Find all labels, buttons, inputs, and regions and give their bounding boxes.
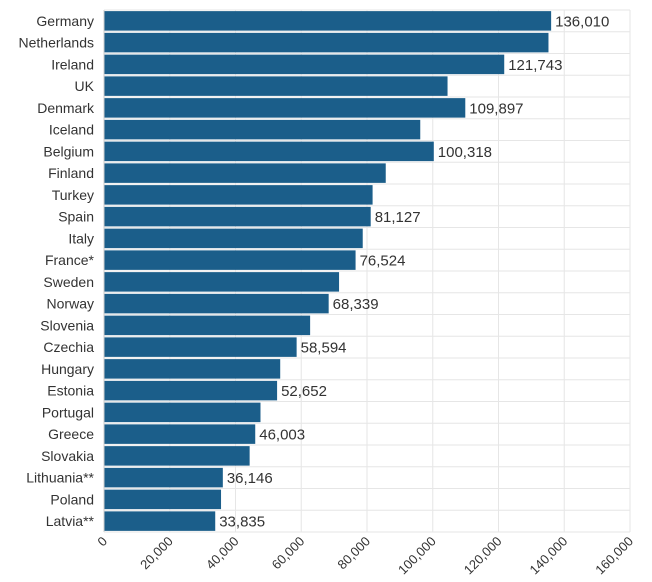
bar[interactable]: [104, 119, 421, 140]
bar[interactable]: [104, 272, 340, 292]
x-tick-label: 120,000: [461, 534, 505, 578]
data-label: 81,127: [375, 209, 421, 226]
x-axis-tick-labels: 0 20,000 40,000 60,000 80,000 100,000 120,000 1…: [94, 534, 636, 578]
data-labels: 136,010 121,743 109,897 100,318 81,127 76,524…: [219, 13, 609, 530]
category-label: Hungary: [41, 361, 94, 377]
category-label: France*: [45, 252, 95, 268]
bar[interactable]: [104, 76, 448, 96]
data-label: 46,003: [259, 427, 305, 444]
gridlines: [104, 9, 631, 533]
bar[interactable]: [104, 315, 311, 336]
bar[interactable]: [104, 163, 386, 183]
category-label: Denmark: [37, 100, 95, 116]
category-label: Slovenia: [40, 317, 94, 333]
x-tick-label: 20,000: [137, 534, 176, 573]
category-label: Ireland: [51, 56, 94, 72]
bar[interactable]: [104, 250, 356, 270]
data-label: 121,743: [508, 57, 562, 74]
x-tick-label: 80,000: [334, 534, 373, 573]
category-label: Latvia**: [46, 513, 95, 529]
x-tick-label: 60,000: [269, 534, 308, 573]
data-label: 76,524: [360, 253, 406, 270]
data-label: 100,318: [438, 144, 492, 161]
bar[interactable]: [104, 446, 250, 466]
x-tick-label: 0: [94, 534, 110, 550]
category-label: Belgium: [43, 143, 94, 159]
x-tick-label: 100,000: [395, 534, 439, 578]
category-label: Sweden: [43, 274, 94, 290]
bar[interactable]: [104, 467, 223, 488]
data-label: 109,897: [469, 100, 523, 117]
data-label: 58,594: [301, 340, 347, 357]
x-tick-label: 40,000: [203, 534, 242, 573]
category-label: Czechia: [43, 339, 94, 355]
bar[interactable]: [104, 54, 505, 75]
category-labels: Germany Netherlands Ireland UK Denmark Icelan…: [19, 13, 95, 529]
data-label: 68,339: [333, 296, 379, 313]
bar[interactable]: [104, 11, 552, 31]
x-tick-label: 140,000: [527, 534, 571, 578]
data-label: 136,010: [555, 13, 609, 30]
bar[interactable]: [104, 185, 373, 205]
category-label: Turkey: [52, 187, 94, 203]
bar[interactable]: [104, 293, 329, 314]
category-label: Portugal: [42, 404, 94, 420]
category-label: UK: [75, 78, 95, 94]
bar[interactable]: [104, 402, 261, 423]
bar[interactable]: [104, 141, 434, 162]
category-label: Germany: [36, 13, 94, 29]
x-tick-label: 160,000: [592, 534, 636, 578]
bar[interactable]: [104, 32, 549, 53]
data-label: 33,835: [219, 514, 265, 531]
category-label: Italy: [68, 230, 94, 246]
bar[interactable]: [104, 489, 222, 510]
category-label: Norway: [47, 296, 94, 312]
bar[interactable]: [104, 98, 466, 118]
bar[interactable]: [104, 337, 297, 357]
category-label: Greece: [48, 426, 94, 442]
bar[interactable]: [104, 511, 216, 531]
bar[interactable]: [104, 424, 256, 444]
data-label: 52,652: [281, 383, 327, 400]
category-label: Lithuania**: [26, 470, 94, 486]
category-label: Spain: [58, 209, 94, 225]
category-label: Slovakia: [41, 448, 94, 464]
category-label: Estonia: [47, 383, 94, 399]
bar[interactable]: [104, 380, 278, 401]
category-label: Finland: [48, 165, 94, 181]
bars: [104, 11, 552, 531]
category-label: Netherlands: [19, 35, 95, 51]
bar[interactable]: [104, 206, 371, 227]
bar[interactable]: [104, 228, 363, 249]
data-label: 36,146: [227, 470, 273, 487]
bar[interactable]: [104, 359, 281, 379]
category-label: Poland: [50, 491, 94, 507]
category-label: Iceland: [49, 122, 94, 138]
